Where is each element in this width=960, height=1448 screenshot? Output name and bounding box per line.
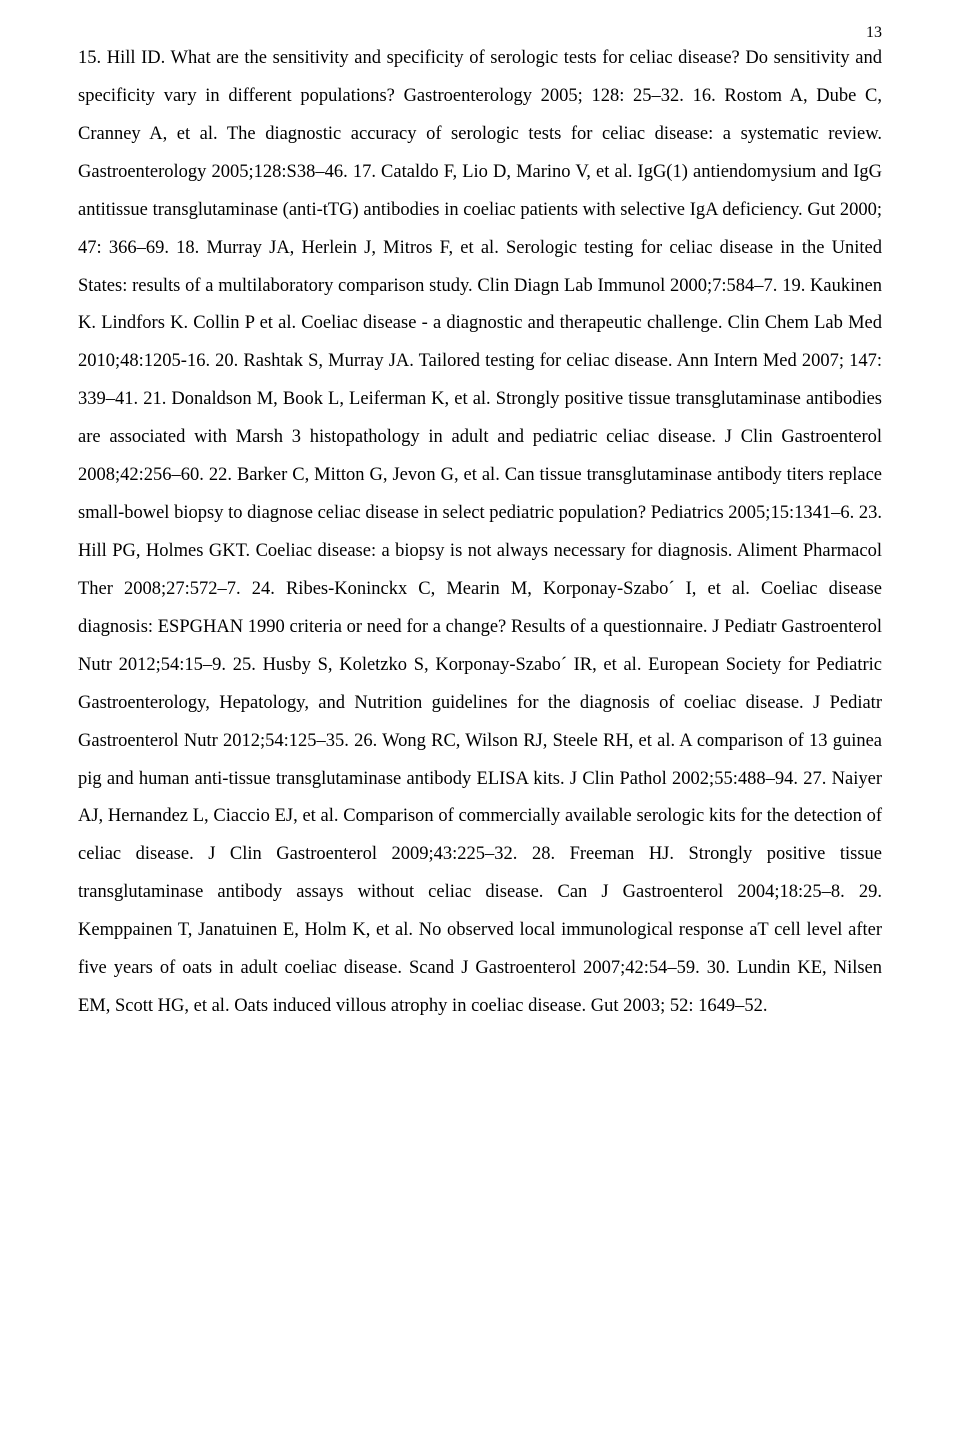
- page: 13 15. Hill ID. What are the sensitivity…: [0, 0, 960, 1448]
- reference-entry: 18. Murray JA, Herlein J, Mitros F, et a…: [78, 238, 882, 296]
- page-number: 13: [866, 24, 882, 42]
- references-list: 15. Hill ID. What are the sensitivity an…: [78, 40, 882, 1026]
